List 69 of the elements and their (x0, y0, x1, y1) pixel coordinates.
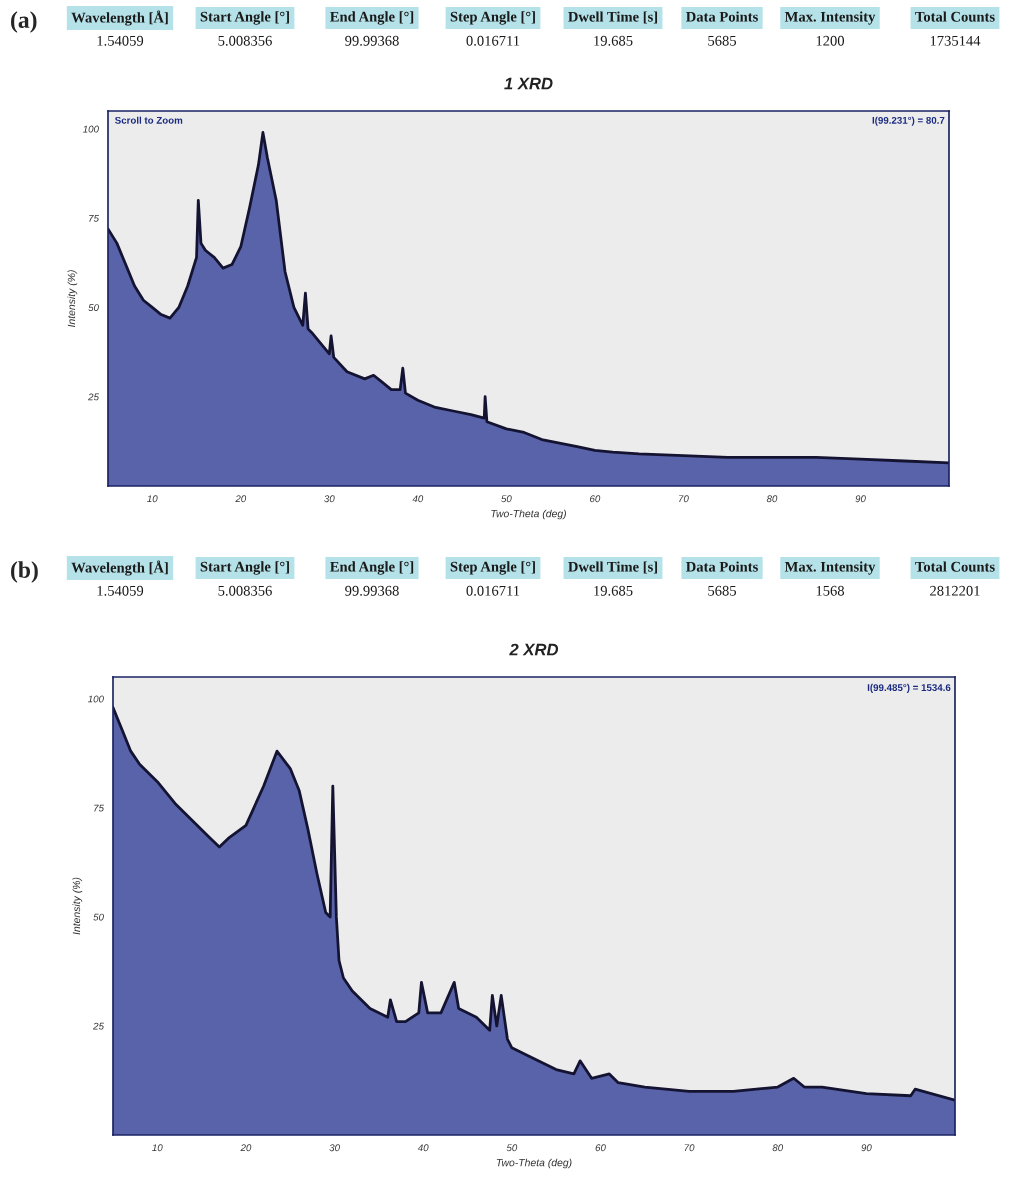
text: 5.008356 (218, 585, 272, 596)
text: Dwell Time [s] (568, 561, 658, 574)
x-tick-label: 70 (684, 1144, 695, 1152)
text: 5.008356 (218, 35, 272, 46)
text: Wavelength [Å] (71, 10, 168, 26)
text: (a) (11, 11, 37, 33)
x-tick-label: 20 (240, 1144, 252, 1152)
x-tick-label: 30 (324, 495, 335, 503)
y-tick-label: 50 (88, 304, 99, 312)
text: Max. Intensity (784, 11, 876, 25)
x-tick-label: 50 (501, 495, 512, 503)
text: 19.685 (594, 35, 633, 46)
text: 99.99368 (345, 585, 399, 596)
x-tick-label: 10 (147, 495, 158, 503)
x-tick-label: 40 (412, 495, 424, 503)
text: 0.016711 (466, 585, 520, 596)
x-tick-label: 20 (235, 495, 247, 503)
text: Start Angle [°] (200, 11, 289, 25)
text: 1568 (816, 585, 845, 596)
text: 5685 (708, 585, 737, 596)
text: 0.016711 (466, 35, 520, 46)
x-tick-label: 30 (329, 1144, 340, 1152)
chart-title: 2 XRD (509, 643, 559, 656)
text: 1200 (816, 35, 845, 46)
y-axis-title: Intensity (%) (67, 270, 78, 328)
x-tick-label: 90 (861, 1144, 872, 1152)
x-tick-label: 60 (590, 495, 601, 503)
text: Max. Intensity (784, 561, 876, 575)
x-tick-label: 40 (417, 1144, 429, 1152)
x-tick-label: 60 (595, 1144, 606, 1152)
y-tick-label: 25 (88, 393, 99, 401)
annotation: Scroll to Zoom (115, 116, 183, 124)
text: 5685 (708, 35, 737, 46)
text: End Angle [°] (330, 11, 414, 25)
annotation: I(99.485°) = 1534.6 (867, 683, 951, 693)
y-tick-label: 25 (93, 1022, 104, 1030)
text: Start Angle [°] (200, 561, 289, 575)
text: Data Points (686, 11, 758, 22)
text: 19.685 (594, 585, 633, 596)
x-tick-label: 50 (506, 1144, 518, 1152)
text: End Angle [°] (330, 561, 414, 575)
text: 99.99368 (345, 35, 399, 46)
text: Total Counts (915, 561, 995, 572)
text: Wavelength [Å] (71, 560, 168, 576)
y-axis-title: Intensity (%) (72, 877, 83, 935)
y-tick-label: 100 (88, 695, 104, 703)
text: Dwell Time [s] (568, 11, 658, 24)
x-axis-title: Two-Theta (deg) (496, 1158, 572, 1169)
chart-title: 1 XRD (504, 77, 553, 90)
text: 1.54059 (97, 585, 144, 596)
y-tick-label: 50 (93, 913, 104, 921)
x-tick-label: 90 (855, 495, 866, 503)
y-tick-label: 75 (94, 804, 104, 812)
text: Step Angle [°] (450, 11, 535, 25)
x-tick-label: 10 (152, 1144, 163, 1152)
text: 1735144 (930, 35, 981, 46)
y-tick-label: 100 (83, 125, 99, 133)
x-axis-title: Two-Theta (deg) (491, 509, 566, 520)
x-tick-label: 70 (679, 495, 689, 503)
text: 2812201 (930, 585, 980, 596)
annotation: I(99.231°) = 80.7 (872, 116, 945, 126)
y-tick-label: 75 (89, 214, 99, 222)
text: Total Counts (915, 11, 995, 22)
x-tick-label: 80 (766, 495, 778, 503)
x-tick-label: 80 (772, 1144, 784, 1152)
text: Data Points (686, 561, 758, 572)
text: (b) (11, 561, 38, 583)
text: 1.54059 (97, 35, 144, 46)
text: Step Angle [°] (450, 561, 535, 575)
